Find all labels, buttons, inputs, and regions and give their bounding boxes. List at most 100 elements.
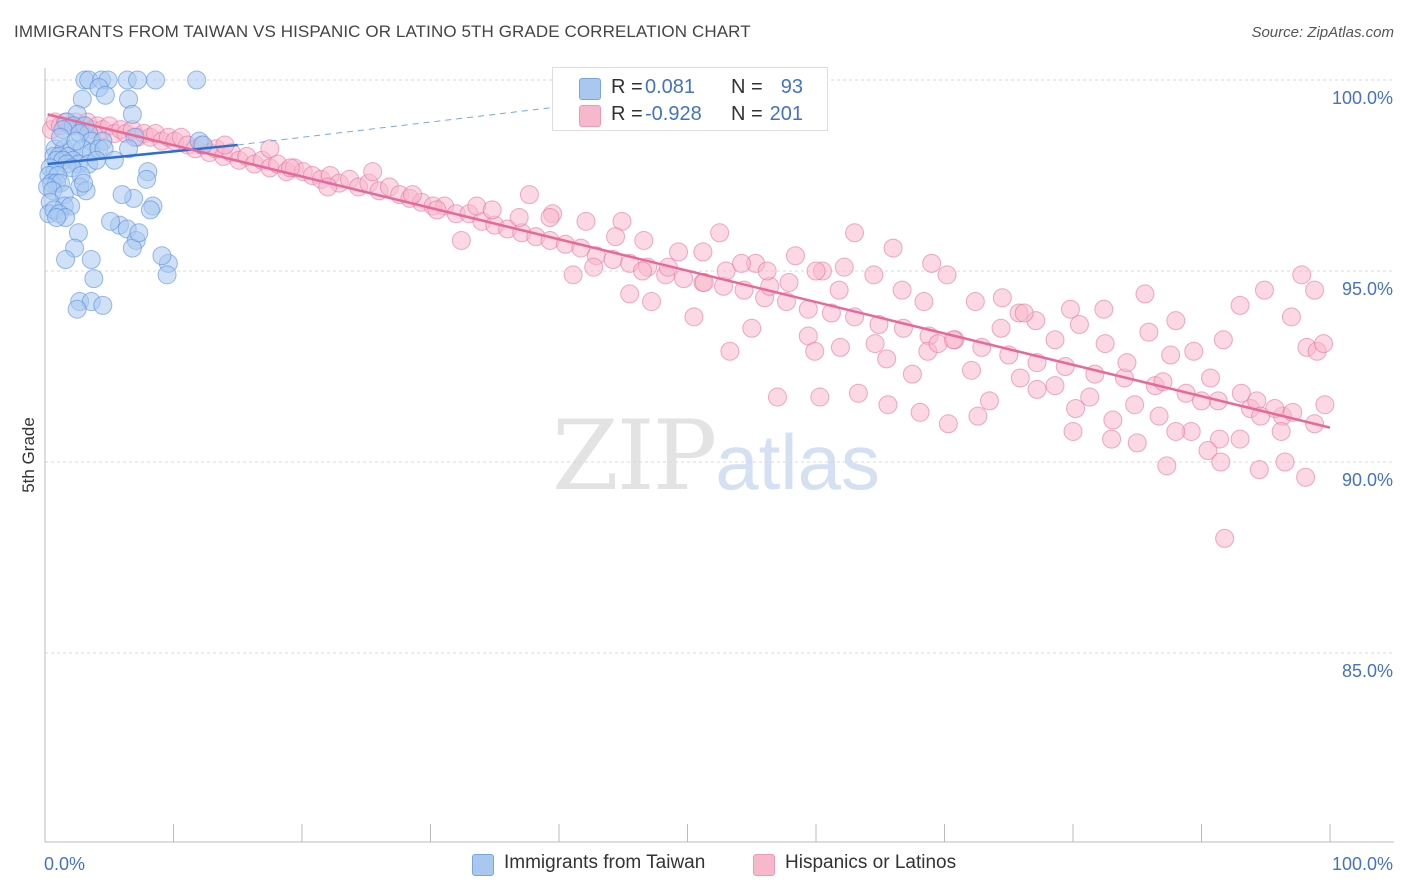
hispanic-point xyxy=(829,280,849,300)
hispanic-point xyxy=(965,292,985,312)
hispanic-point xyxy=(1275,452,1295,472)
y-axis-title: 5th Grade xyxy=(19,417,38,493)
legend-r-value: -0.928 xyxy=(645,103,702,125)
y-tick-label: 100.0% xyxy=(1332,88,1393,108)
hispanic-point xyxy=(684,307,704,327)
hispanic-point xyxy=(642,292,662,312)
hispanic-point xyxy=(710,223,730,243)
hispanic-point xyxy=(1215,528,1235,548)
hispanic-point xyxy=(363,162,383,182)
watermark-zip: ZIP xyxy=(552,400,717,512)
hispanic-point xyxy=(694,272,714,292)
series-taiwan-points xyxy=(38,70,213,319)
hispanic-point xyxy=(968,406,988,426)
hispanic-point xyxy=(1281,307,1301,327)
taiwan-point xyxy=(157,265,177,285)
hispanic-point xyxy=(1231,383,1251,403)
hispanic-point xyxy=(1139,322,1159,342)
taiwan-point xyxy=(93,295,113,315)
taiwan-trend-line xyxy=(47,143,238,166)
hispanic-point xyxy=(1149,406,1169,426)
hispanic-point xyxy=(1014,303,1034,323)
y-tick-label: 90.0% xyxy=(1342,470,1393,490)
hispanic-point xyxy=(1063,421,1083,441)
axes xyxy=(44,68,1394,843)
hispanic-point xyxy=(1027,379,1047,399)
taiwan-point xyxy=(119,139,139,159)
taiwan-point xyxy=(128,70,148,90)
hispanic-point xyxy=(1127,433,1147,453)
hispanic-point xyxy=(1102,429,1122,449)
legend-label-hispanics: Hispanics or Latinos xyxy=(785,852,957,873)
taiwan-point xyxy=(81,250,101,270)
hispanic-point xyxy=(979,391,999,411)
hispanic-point xyxy=(260,139,280,159)
hispanic-point xyxy=(1209,429,1229,449)
hispanic-point xyxy=(937,265,957,285)
hispanic-point xyxy=(810,387,830,407)
hispanic-point xyxy=(1125,395,1145,415)
legend-swatch-taiwan xyxy=(472,854,494,876)
legend-n-value: 201 xyxy=(769,103,803,125)
hispanic-point xyxy=(742,318,762,338)
hispanic-point xyxy=(845,223,865,243)
hispanic-point xyxy=(1080,387,1100,407)
hispanic-point xyxy=(563,265,583,285)
taiwan-point xyxy=(187,70,207,90)
legend-n-label: N = xyxy=(731,103,763,125)
hispanic-point xyxy=(785,246,805,266)
hispanic-point xyxy=(1292,265,1312,285)
hispanic-point xyxy=(606,227,626,247)
hispanic-point xyxy=(1305,280,1325,300)
hispanic-point xyxy=(992,288,1012,308)
chart-title: IMMIGRANTS FROM TAIWAN VS HISPANIC OR LA… xyxy=(14,22,751,41)
hispanic-point xyxy=(1230,295,1250,315)
hispanic-point xyxy=(540,208,560,228)
legend-swatch-taiwan xyxy=(579,78,601,100)
taiwan-point xyxy=(104,150,124,170)
hispanic-point xyxy=(1135,284,1155,304)
hispanic-point xyxy=(805,341,825,361)
taiwan-point xyxy=(112,185,132,205)
hispanic-point xyxy=(576,211,596,231)
taiwan-point xyxy=(74,173,94,193)
hispanic-point xyxy=(883,238,903,258)
hispanic-point xyxy=(633,261,653,281)
hispanic-point xyxy=(806,261,826,281)
hispanic-point xyxy=(1095,334,1115,354)
x-tick-label: 0.0% xyxy=(44,854,85,874)
hispanic-point xyxy=(1117,353,1137,373)
hispanic-point xyxy=(961,360,981,380)
hispanic-point xyxy=(1230,429,1250,449)
x-tick-label: 100.0% xyxy=(1332,854,1393,874)
hispanic-point xyxy=(767,387,787,407)
taiwan-point xyxy=(47,208,67,228)
hispanic-point xyxy=(634,230,654,250)
hispanic-point xyxy=(731,253,751,273)
taiwan-point xyxy=(95,85,115,105)
taiwan-point xyxy=(140,200,160,220)
legend-swatch-hispanics xyxy=(579,105,601,127)
hispanic-point xyxy=(834,257,854,277)
taiwan-point xyxy=(152,246,172,266)
hispanic-point xyxy=(693,242,713,262)
hispanic-point xyxy=(1249,460,1269,480)
hispanic-point xyxy=(1271,421,1291,441)
hispanic-point xyxy=(1166,421,1186,441)
hispanic-point xyxy=(1314,334,1334,354)
hispanic-point xyxy=(1200,368,1220,388)
legend-n-label: N = xyxy=(731,76,763,98)
legend-label-taiwan: Immigrants from Taiwan xyxy=(504,852,706,873)
hispanic-point xyxy=(878,395,898,415)
hispanic-point xyxy=(1103,410,1123,430)
hispanic-point xyxy=(757,261,777,281)
taiwan-point xyxy=(137,169,157,189)
hispanic-point xyxy=(720,341,740,361)
hispanic-point xyxy=(1157,456,1177,476)
hispanic-point xyxy=(821,303,841,323)
watermark: ZIPatlas xyxy=(552,400,880,512)
hispanic-point xyxy=(1213,330,1233,350)
hispanic-point xyxy=(1296,467,1316,487)
hispanic-point xyxy=(1254,280,1274,300)
